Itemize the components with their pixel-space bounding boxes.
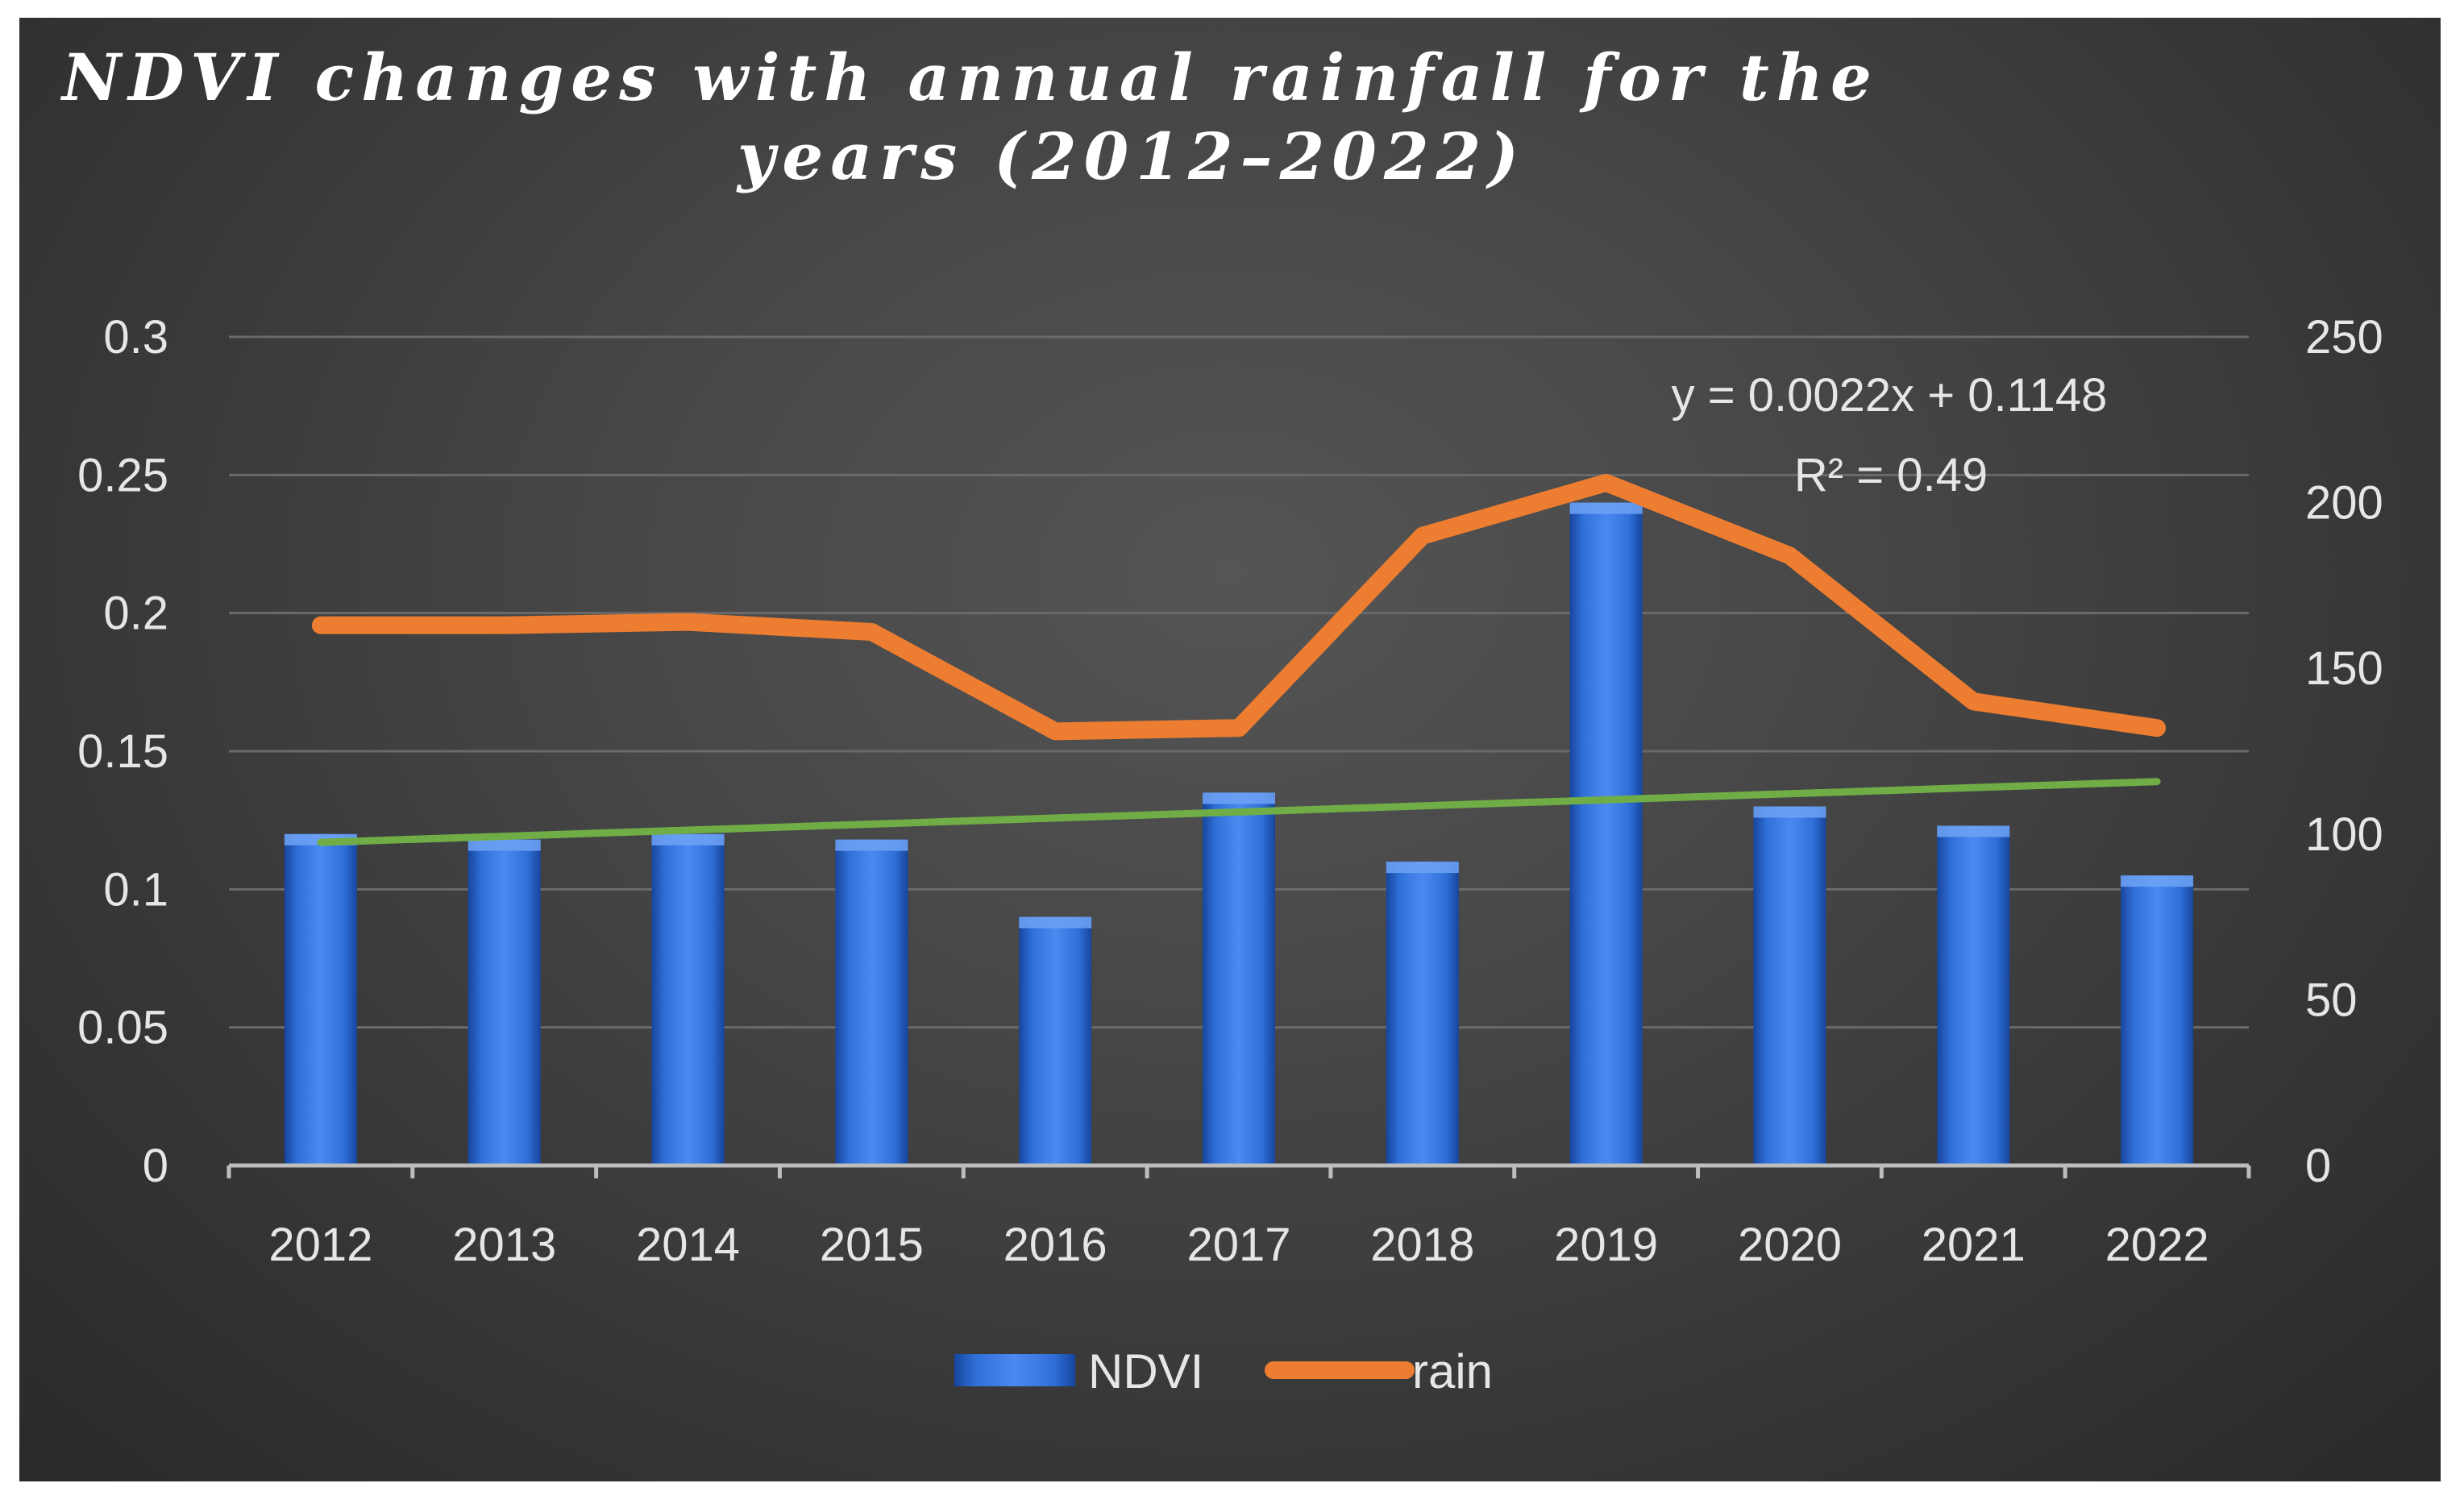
ndvi-bar bbox=[284, 833, 357, 1165]
ndvi-bar-cap bbox=[1753, 806, 1826, 818]
trendline-equation: y = 0.0022x + 0.1148 bbox=[1672, 369, 2108, 422]
y-left-tick-label: 0.2 bbox=[103, 588, 168, 640]
trendline-r-squared: R² = 0.49 bbox=[1794, 449, 1988, 501]
x-tick-label: 2017 bbox=[1186, 1219, 1290, 1271]
ndvi-bar bbox=[1019, 916, 1092, 1165]
ndvi-bars bbox=[284, 502, 2194, 1165]
ndvi-bar bbox=[467, 839, 541, 1165]
chart-frame: NDVI changes with annual rainfall for th… bbox=[19, 18, 2441, 1481]
y-right-tick-label: 200 bbox=[2305, 477, 2383, 530]
rain-line bbox=[311, 473, 2167, 741]
y-axis-left: 0 0.05 0.1 0.15 0.2 0.25 0.3 bbox=[77, 311, 168, 1192]
x-tick-label: 2019 bbox=[1554, 1219, 1658, 1271]
ndvi-bar bbox=[1203, 792, 1275, 1165]
y-right-tick-label: 250 bbox=[2305, 311, 2383, 364]
legend-ndvi-swatch bbox=[954, 1354, 1075, 1386]
ndvi-bar-cap bbox=[835, 839, 908, 851]
ndvi-bar bbox=[651, 833, 725, 1165]
x-tick-label: 2014 bbox=[636, 1219, 740, 1271]
x-tick-label: 2016 bbox=[1003, 1219, 1107, 1271]
x-tick-label: 2021 bbox=[1922, 1219, 2026, 1271]
gridlines bbox=[229, 335, 2249, 1029]
ndvi-bar bbox=[835, 839, 908, 1165]
x-tick-label: 2012 bbox=[268, 1219, 372, 1271]
x-tick-label: 2020 bbox=[1738, 1219, 1842, 1271]
ndvi-bar-cap bbox=[1937, 825, 2010, 837]
legend-ndvi-label: NDVI bbox=[1088, 1344, 1203, 1398]
x-axis: 2012 2013 2014 2015 2016 2017 2018 2019 2020 2021… bbox=[226, 1163, 2251, 1271]
x-tick-label: 2015 bbox=[820, 1219, 924, 1271]
y-left-tick-label: 0.05 bbox=[77, 1002, 168, 1054]
legend: NDVI rain bbox=[954, 1344, 1493, 1398]
ndvi-bar-cap bbox=[651, 833, 725, 845]
ndvi-bar bbox=[2121, 875, 2194, 1165]
y-left-tick-label: 0.3 bbox=[103, 311, 168, 364]
chart-title-line-2: years (2012–2022) bbox=[736, 118, 1526, 194]
x-tick-label: 2022 bbox=[2105, 1219, 2209, 1271]
y-left-tick-label: 0 bbox=[143, 1140, 168, 1192]
y-right-tick-label: 150 bbox=[2305, 642, 2383, 695]
trendline-segment bbox=[317, 778, 2161, 846]
rain-series-line bbox=[311, 473, 2167, 741]
x-tick-label: 2013 bbox=[452, 1219, 556, 1271]
y-right-tick-label: 0 bbox=[2305, 1140, 2331, 1192]
y-left-tick-label: 0.15 bbox=[77, 725, 168, 778]
ndvi-bar bbox=[1386, 862, 1459, 1165]
chart-title-line-1: NDVI changes with annual rainfall for th… bbox=[60, 39, 1879, 115]
ndvi-bar bbox=[1753, 806, 1826, 1165]
ndvi-bar-cap bbox=[1569, 502, 1643, 514]
ndvi-bar-cap bbox=[1019, 916, 1092, 929]
ndvi-bar bbox=[1937, 825, 2010, 1165]
x-tick-label: 2018 bbox=[1370, 1219, 1474, 1271]
legend-rain-label: rain bbox=[1412, 1344, 1493, 1398]
y-right-tick-label: 100 bbox=[2305, 808, 2383, 861]
ndvi-bar-cap bbox=[2121, 875, 2194, 887]
y-axis-right: 0 50 100 150 200 250 bbox=[2305, 311, 2383, 1192]
ndvi-bar-cap bbox=[1386, 862, 1459, 874]
ndvi-bar bbox=[1569, 502, 1643, 1165]
ndvi-bar-cap bbox=[467, 839, 541, 851]
chart-svg: NDVI changes with annual rainfall for th… bbox=[60, 39, 2383, 1398]
ndvi-bar-cap bbox=[1203, 792, 1275, 804]
y-right-tick-label: 50 bbox=[2305, 974, 2358, 1026]
y-left-tick-label: 0.25 bbox=[77, 449, 168, 501]
y-left-tick-label: 0.1 bbox=[103, 863, 168, 916]
trendline bbox=[317, 778, 2161, 846]
